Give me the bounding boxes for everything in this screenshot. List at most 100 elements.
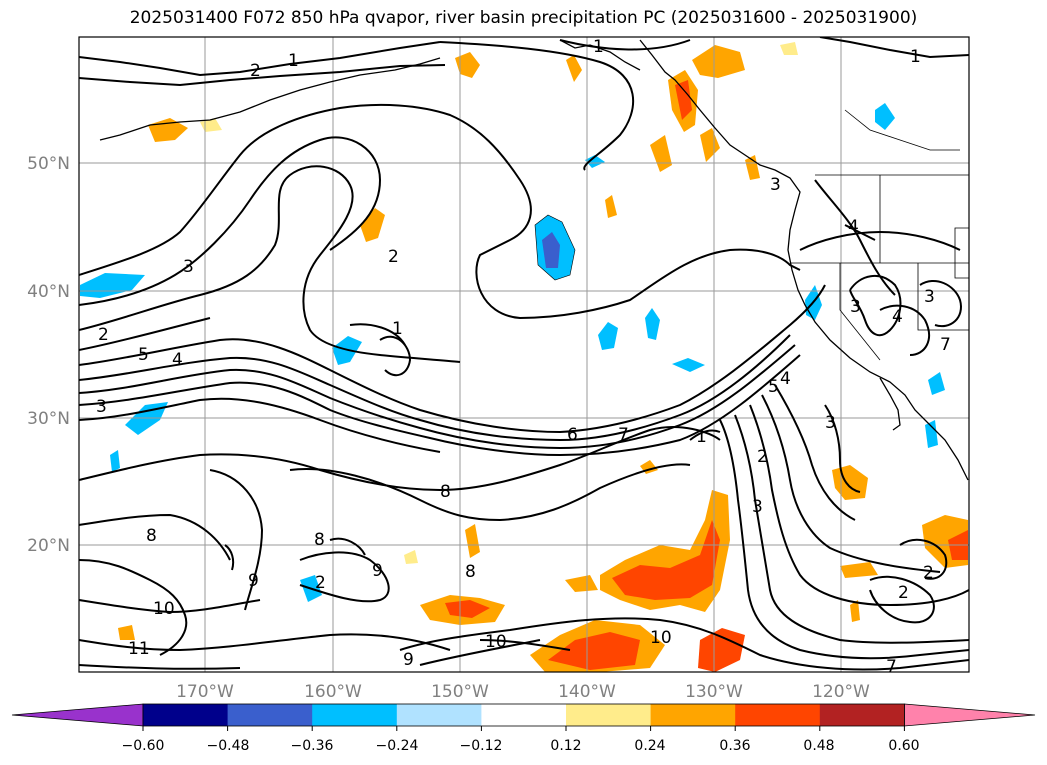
colorbar (11, 703, 1036, 731)
positive-anomaly-region (360, 208, 385, 242)
negative-anomaly-core (542, 232, 560, 268)
positive-anomaly-core (612, 520, 720, 600)
negative-anomaly-region (645, 308, 660, 340)
contour-label: 2 (315, 573, 326, 593)
colorbar-bin (481, 704, 567, 726)
lon-label: 160°W (304, 682, 362, 702)
lon-label: 150°W (431, 682, 489, 702)
contour-label: 5 (768, 377, 779, 397)
positive-anomaly-core (675, 80, 692, 120)
colorbar-tick-label: −0.12 (460, 738, 503, 754)
contour-label: 2 (898, 583, 909, 603)
contour-label: 7 (618, 425, 629, 445)
lon-label: 140°W (558, 682, 616, 702)
colorbar-bin (566, 704, 652, 726)
colorbar-bin (396, 704, 482, 726)
lat-label: 40°N (27, 282, 70, 302)
negative-anomaly-region (925, 420, 938, 448)
colorbar-tick-labels: −0.60 −0.48 −0.36 −0.24 −0.12 0.12 0.24 … (122, 738, 920, 754)
negative-anomaly-region (110, 450, 120, 472)
positive-anomaly-region (780, 42, 798, 55)
contour-label: 9 (372, 561, 383, 581)
positive-anomaly-region (118, 625, 135, 640)
positive-anomaly-core (548, 632, 640, 670)
negative-anomaly-region (928, 372, 945, 395)
positive-anomaly-region (404, 550, 418, 564)
colorbar-bin (227, 704, 313, 726)
colorbar-tick-label: −0.60 (122, 738, 165, 754)
positive-anomaly-region (605, 195, 617, 218)
contour-label: 9 (248, 571, 259, 591)
contour-label: 6 (567, 425, 578, 445)
colorbar-bin (650, 704, 736, 726)
colorbar-bin (312, 704, 398, 726)
negative-anomaly-region (585, 155, 605, 168)
colorbar-tick-label: −0.24 (376, 738, 419, 754)
colorbar-bin (143, 704, 229, 726)
contour-label: 10 (650, 628, 672, 648)
negative-anomaly-region (80, 273, 145, 298)
contour-label: 2 (757, 447, 768, 467)
lon-label: 170°W (176, 682, 234, 702)
contour-label: 4 (172, 350, 183, 370)
negative-anomaly-region (598, 322, 618, 350)
lat-label: 20°N (27, 536, 70, 556)
contour-label: 3 (924, 287, 935, 307)
colorbar-tick-label: 0.48 (803, 738, 834, 754)
contour-label: 9 (403, 650, 414, 670)
contour-label: 10 (485, 632, 507, 652)
contour-label: 3 (770, 175, 781, 195)
positive-anomaly-region (465, 524, 480, 558)
positive-anomaly-core (445, 600, 490, 618)
positive-anomaly-region (455, 52, 480, 78)
colorbar-tick-label: 0.12 (550, 738, 581, 754)
qvapor-contours (79, 37, 969, 671)
map-plot-area: 1 2 1 1 2 3 2 1 4 5 3 6 7 7 1 8 8 8 9 8 … (79, 37, 969, 677)
positive-anomaly-region (566, 55, 582, 82)
contour-label: 4 (780, 369, 791, 389)
contour-label: 3 (752, 497, 763, 517)
colorbar-tick-label: 0.36 (719, 738, 750, 754)
contour-label: 2 (923, 563, 934, 583)
contour-label: 1 (696, 427, 707, 447)
negative-anomaly-region (672, 358, 705, 372)
contour-label: 3 (825, 413, 836, 433)
contour-label: 2 (98, 325, 109, 345)
contour-label: 7 (940, 335, 951, 355)
contour-label: 1 (288, 51, 299, 71)
contour-label: 4 (848, 217, 859, 237)
contour-label: 8 (314, 530, 325, 550)
positive-anomaly-region (698, 628, 745, 672)
positive-anomaly-region (745, 155, 760, 180)
positive-anomaly-region (565, 575, 598, 592)
contour-label: 5 (138, 345, 149, 365)
colorbar-outline (142, 703, 905, 727)
positive-anomaly-region (850, 600, 860, 622)
negative-anomaly-region (875, 103, 895, 130)
positive-anomaly-region (840, 562, 878, 578)
contour-label: 1 (593, 37, 604, 57)
colorbar-tick-label: 0.60 (888, 738, 919, 754)
contour-label: 3 (183, 257, 194, 277)
contour-label: 7 (886, 657, 897, 677)
contour-label: 8 (465, 562, 476, 582)
precip-shading (80, 42, 968, 672)
contour-label: 1 (910, 47, 921, 67)
state-borders (790, 109, 969, 361)
contour-label: 1 (392, 319, 403, 339)
contour-label: 8 (440, 482, 451, 502)
contour-label: 3 (96, 397, 107, 417)
colorbar-tick-label: −0.36 (291, 738, 334, 754)
contour-label: 2 (388, 247, 399, 267)
positive-anomaly-region (700, 128, 720, 162)
lon-label: 120°W (812, 682, 870, 702)
map-title: 2025031400 F072 850 hPa qvapor, river ba… (129, 8, 918, 28)
positive-anomaly-region (692, 45, 745, 78)
colorbar-tick-label: 0.24 (634, 738, 665, 754)
colorbar-tick-label: −0.48 (207, 738, 250, 754)
contour-label: 3 (850, 297, 861, 317)
longitude-labels: 170°W 160°W 150°W 140°W 130°W 120°W (176, 682, 870, 702)
contour-label: 8 (146, 526, 157, 546)
colorbar-extend-min (11, 703, 144, 727)
